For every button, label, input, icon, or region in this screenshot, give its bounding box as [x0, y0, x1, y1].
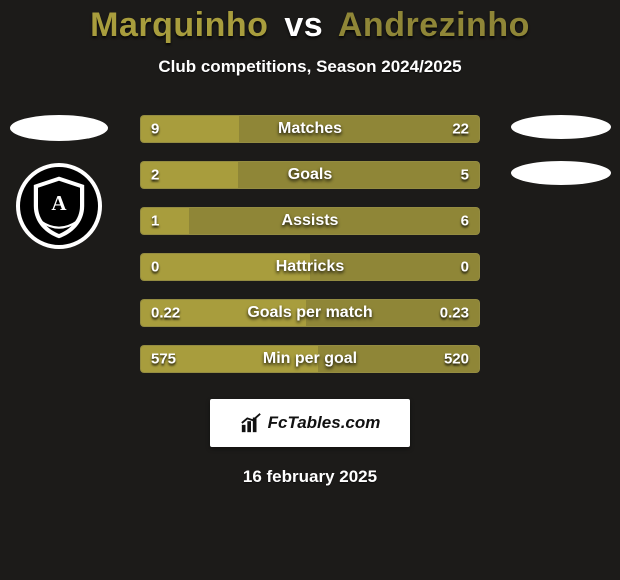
brand-box: FcTables.com — [210, 399, 410, 447]
title-vs: vs — [284, 6, 323, 44]
stat-label: Assists — [141, 212, 479, 230]
stat-bar: 25Goals — [140, 161, 480, 189]
player1-club-logo: A — [16, 163, 102, 249]
chart-icon — [240, 412, 262, 434]
shield-icon: A — [24, 171, 94, 241]
title-player1: Marquinho — [90, 6, 268, 44]
player1-avatar-placeholder — [10, 115, 108, 141]
subtitle: Club competitions, Season 2024/2025 — [0, 57, 620, 77]
page-title: Marquinho vs Andrezinho — [0, 0, 620, 45]
stat-bar: 922Matches — [140, 115, 480, 143]
player2-club-logo-placeholder — [511, 161, 611, 185]
brand-text: FcTables.com — [268, 413, 381, 433]
stat-label: Matches — [141, 120, 479, 138]
svg-text:A: A — [51, 191, 67, 215]
stat-label: Hattricks — [141, 258, 479, 276]
stat-bar: 00Hattricks — [140, 253, 480, 281]
right-side-panel — [506, 115, 616, 185]
player2-avatar-placeholder — [511, 115, 611, 139]
stat-bar: 575520Min per goal — [140, 345, 480, 373]
title-player2: Andrezinho — [338, 6, 530, 44]
stat-bar: 16Assists — [140, 207, 480, 235]
left-side-panel: A — [4, 115, 114, 249]
stat-label: Goals per match — [141, 304, 479, 322]
stat-label: Goals — [141, 166, 479, 184]
comparison-bars: 922Matches 25Goals 16Assists 00Hattricks 0.2… — [140, 115, 480, 373]
stat-bar: 0.220.23Goals per match — [140, 299, 480, 327]
comparison-content: A 922Matches 25Goals 16Assists 00Hattricks 0… — [0, 115, 620, 373]
date-text: 16 february 2025 — [0, 467, 620, 487]
stat-label: Min per goal — [141, 350, 479, 368]
